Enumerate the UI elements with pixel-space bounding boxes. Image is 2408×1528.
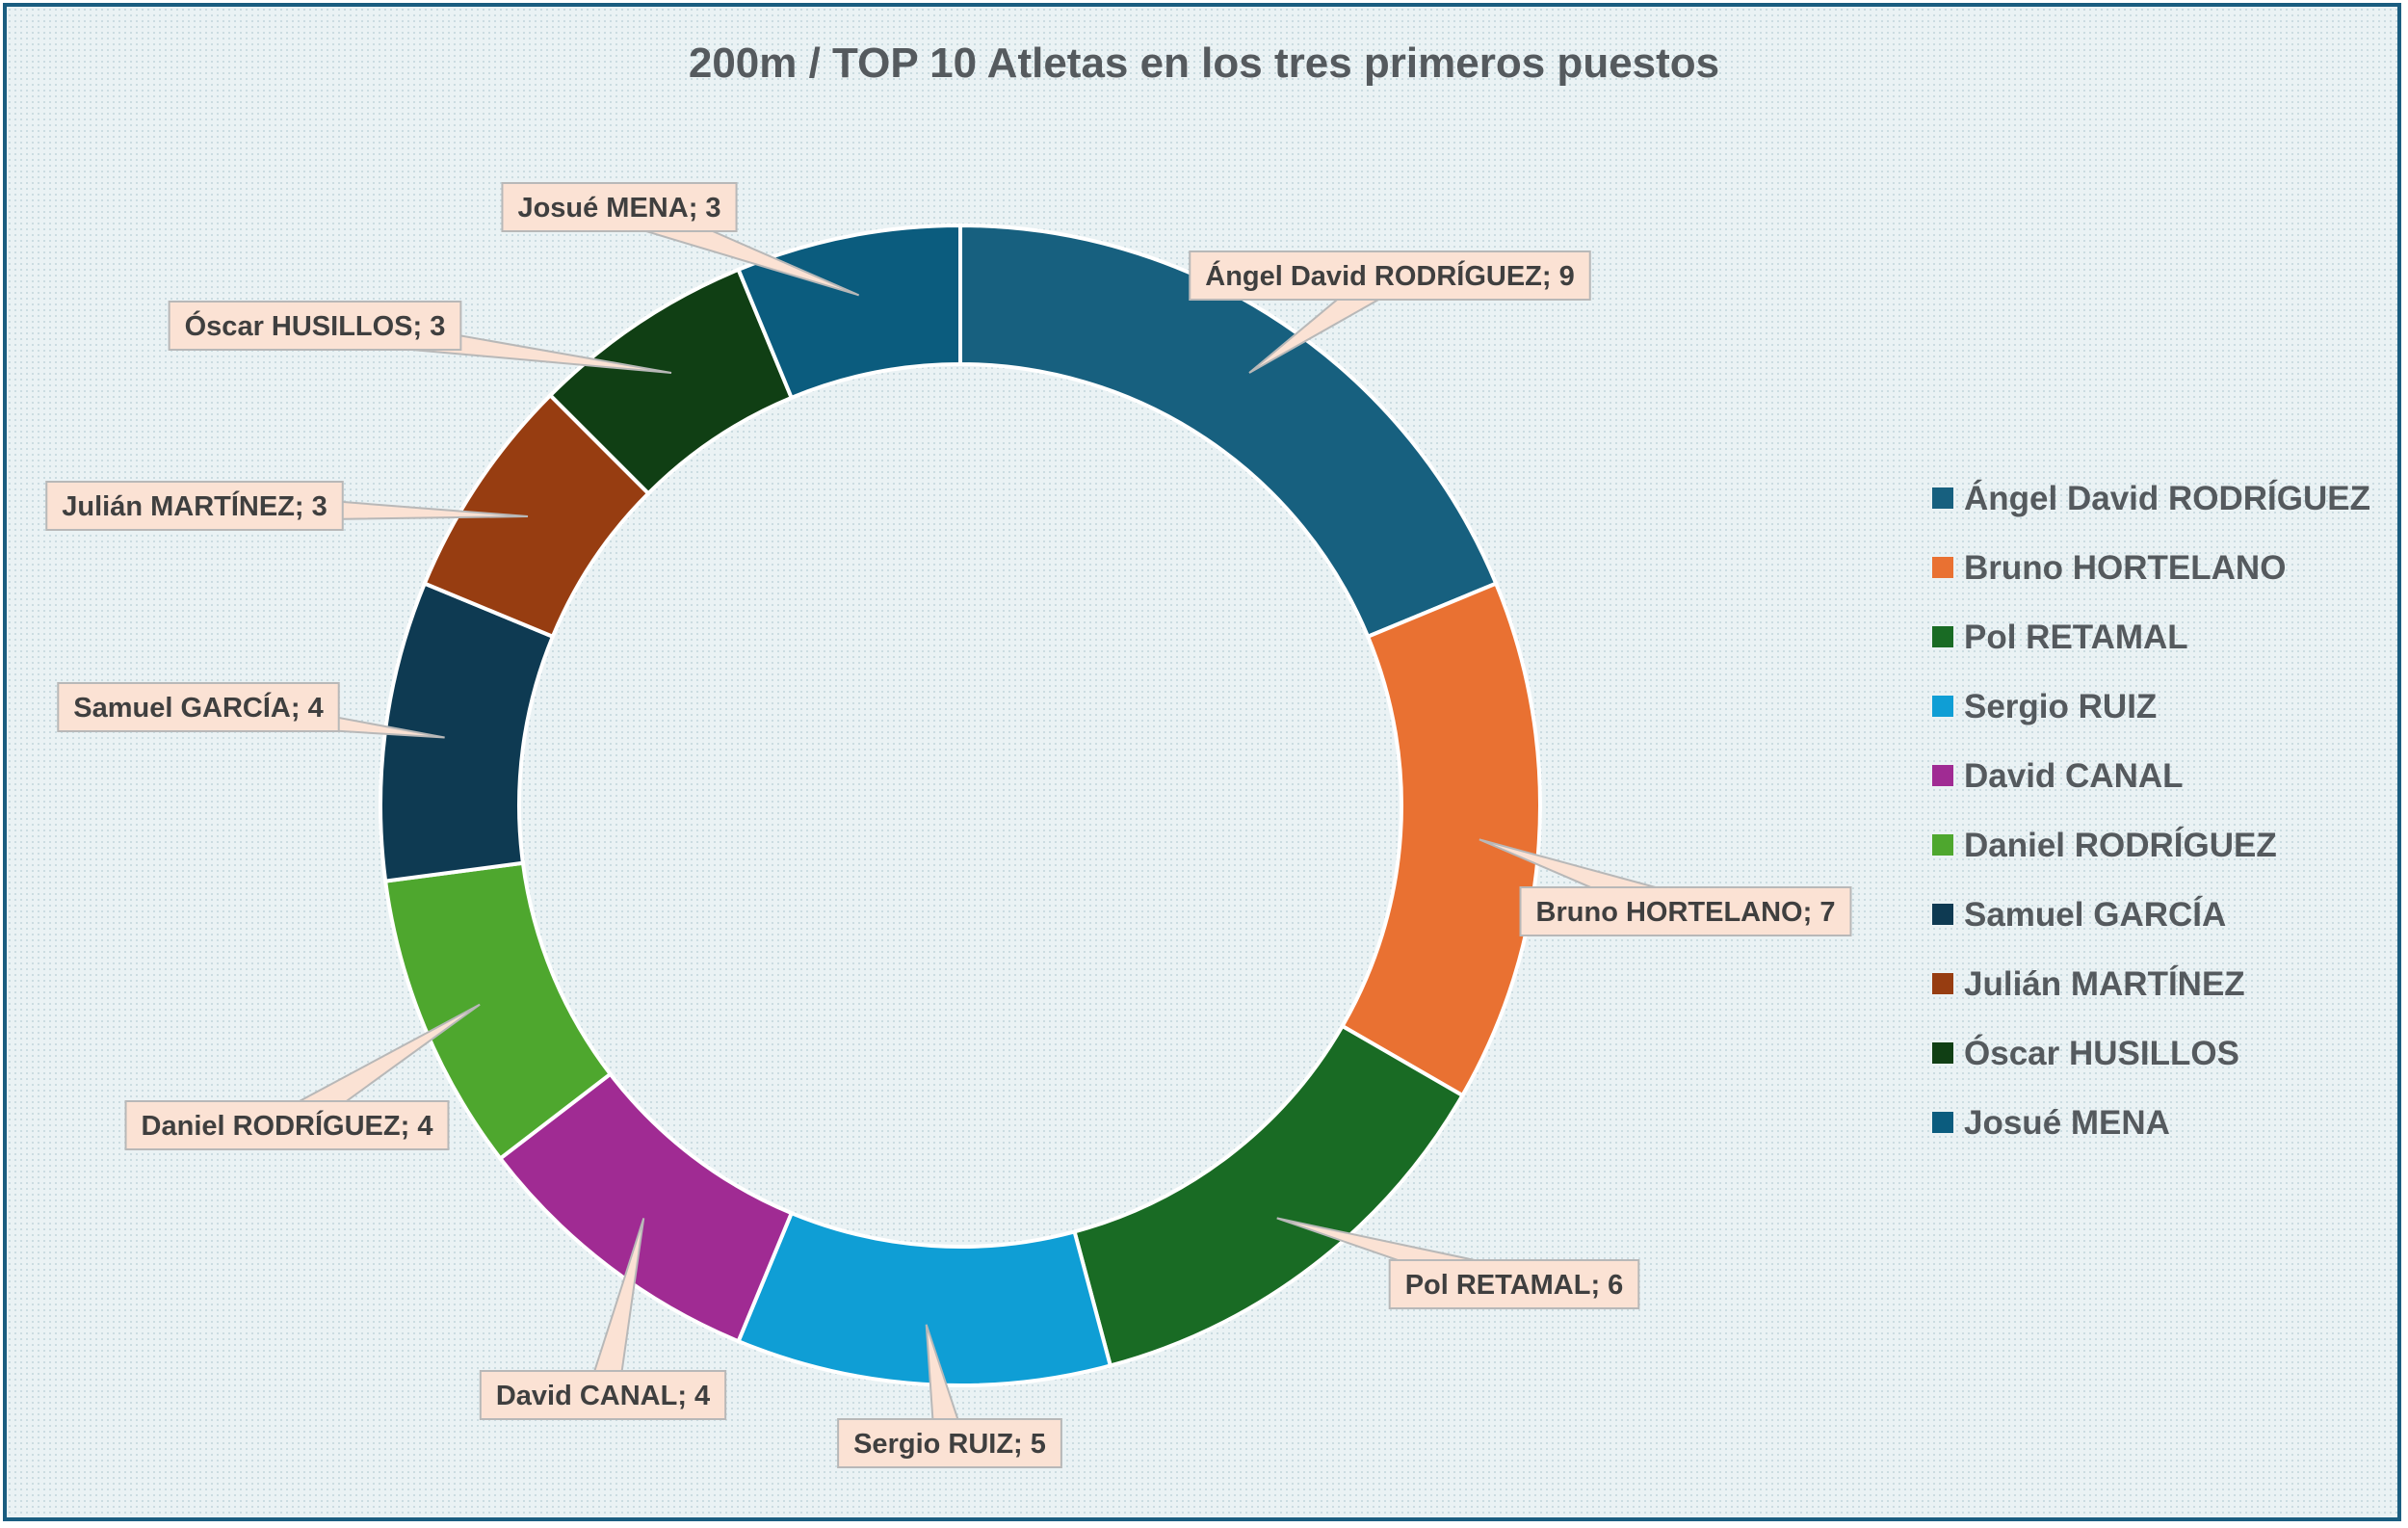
data-label-julian-martinez: Julián MARTÍNEZ; 3 (62, 489, 327, 522)
data-label-box-pol-retamal (1388, 1259, 1640, 1309)
data-label-pol-retamal: Pol RETAMAL; 6 (1405, 1270, 1624, 1301)
data-label-box-samuel-garcia (57, 682, 340, 732)
data-label-box-oscar-husillos (168, 301, 462, 351)
legend-label-angel-david-rodriguez: Ángel David RODRÍGUEZ (1964, 479, 2370, 517)
legend-label-oscar-husillos: Óscar HUSILLOS (1964, 1034, 2239, 1072)
legend-label-samuel-garcia: Samuel GARCÍA (1964, 895, 2226, 934)
data-label-box-julian-martinez (45, 481, 344, 531)
legend-label-sergio-ruiz: Sergio RUIZ (1964, 688, 2157, 725)
data-label-samuel-garcia: Samuel GARCÍA; 4 (73, 691, 323, 724)
chart-title: 200m / TOP 10 Atletas en los tres primer… (689, 40, 1719, 87)
data-label-bruno-hortelano: Bruno HORTELANO; 7 (1536, 897, 1836, 928)
data-label-josue-mena: Josué MENA; 3 (517, 193, 720, 224)
data-labels: Ángel David RODRÍGUEZ; 9 Bruno HORTELANO;… (45, 182, 1852, 1468)
legend-swatch-sergio-ruiz (1932, 696, 1953, 717)
legend-label-daniel-rodriguez: Daniel RODRÍGUEZ (1964, 826, 2277, 864)
legend-label-pol-retamal: Pol RETAMAL (1964, 619, 2188, 656)
slice-pol-retamal (1072, 1023, 1466, 1368)
legend-label-julian-martinez: Julián MARTÍNEZ (1964, 964, 2245, 1003)
data-label-david-canal: David CANAL; 4 (496, 1381, 710, 1411)
data-label-daniel-rodriguez: Daniel RODRÍGUEZ; 4 (142, 1109, 433, 1142)
legend-swatch-david-canal (1932, 765, 1953, 786)
legend-swatch-samuel-garcia (1932, 904, 1953, 925)
legend-swatch-angel-david-rodriguez (1932, 487, 1953, 509)
legend-swatch-pol-retamal (1932, 626, 1953, 647)
legend-swatch-julian-martinez (1932, 973, 1953, 994)
slice-sergio-ruiz (736, 1210, 1113, 1388)
data-label-box-david-canal (479, 1370, 727, 1420)
legend-label-josue-mena: Josué MENA (1964, 1104, 2170, 1142)
slices (379, 223, 1542, 1388)
data-label-box-daniel-rodriguez (124, 1100, 450, 1150)
data-label-box-angel-david-rodriguez (1189, 250, 1591, 301)
data-label-box-sergio-ruiz (837, 1418, 1062, 1468)
legend-swatch-josue-mena (1932, 1112, 1953, 1133)
legend-swatch-daniel-rodriguez (1932, 834, 1953, 856)
data-label-angel-david-rodriguez: Ángel David RODRÍGUEZ; 9 (1205, 259, 1575, 292)
legend-swatch-bruno-hortelano (1932, 557, 1953, 578)
legend-label-bruno-hortelano: Bruno HORTELANO (1964, 549, 2286, 587)
legend-label-david-canal: David CANAL (1964, 757, 2184, 795)
data-label-box-bruno-hortelano (1519, 886, 1852, 936)
data-label-oscar-husillos: Óscar HUSILLOS; 3 (185, 309, 446, 342)
slice-bruno-hortelano (1339, 581, 1542, 1098)
legend-swatch-oscar-husillos (1932, 1042, 1953, 1064)
legend: Ángel David RODRÍGUEZ Bruno HORTELANO Pol … (1932, 479, 2370, 1142)
data-label-sergio-ruiz: Sergio RUIZ; 5 (853, 1429, 1046, 1460)
data-label-box-josue-mena (501, 182, 738, 232)
